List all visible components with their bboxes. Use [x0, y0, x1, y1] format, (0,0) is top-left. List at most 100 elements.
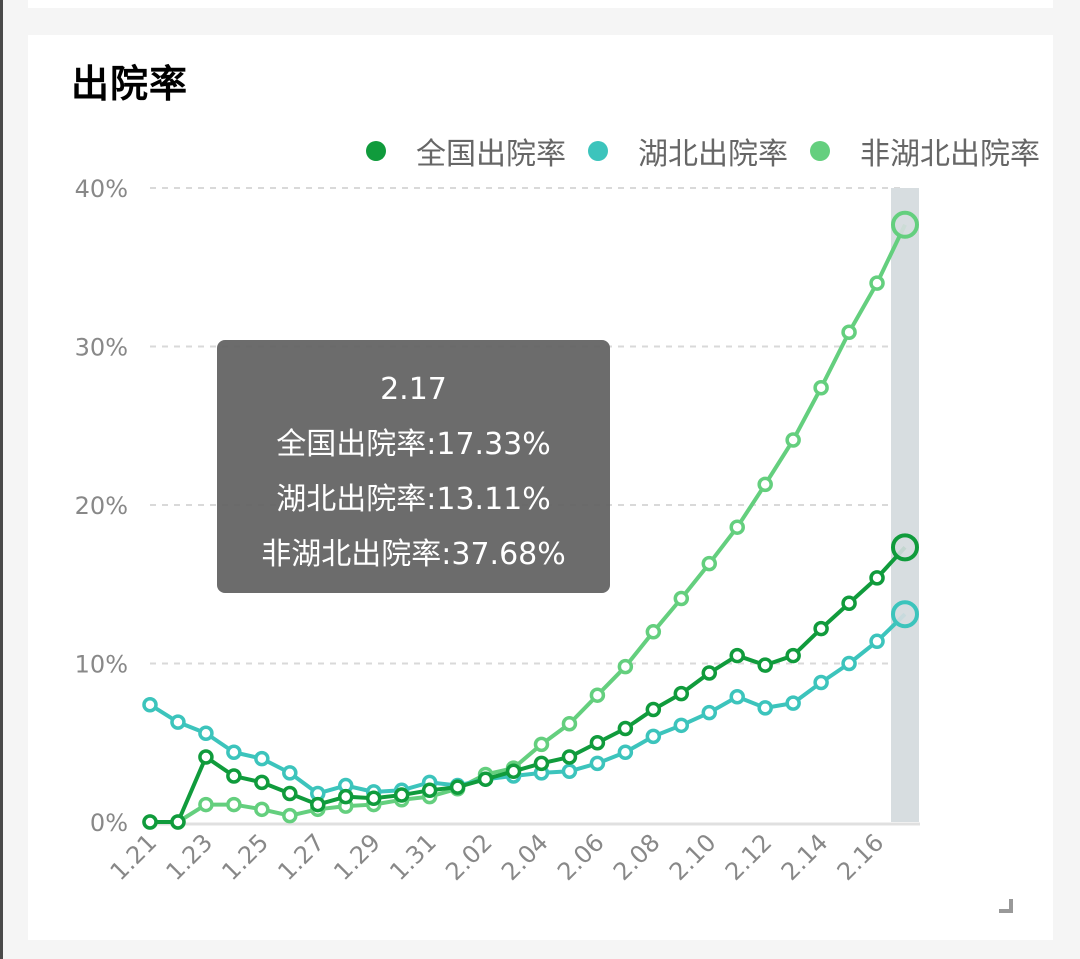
data-point[interactable] [226, 796, 242, 813]
x-tick-label: 2.16 [832, 828, 890, 886]
data-point[interactable] [282, 765, 298, 781]
x-tick-label: 1.23 [161, 828, 219, 886]
data-point[interactable] [170, 814, 186, 830]
data-point[interactable] [589, 755, 606, 772]
data-point[interactable] [477, 771, 494, 787]
data-point[interactable] [813, 674, 829, 691]
data-point[interactable] [533, 736, 550, 753]
data-point[interactable] [729, 689, 745, 705]
resize-corner-icon[interactable] [999, 899, 1013, 913]
data-point[interactable] [785, 647, 801, 664]
data-point[interactable] [142, 696, 158, 713]
data-point[interactable] [757, 657, 773, 673]
legend-label: 湖北出院率 [638, 137, 788, 172]
x-tick-label: 2.14 [776, 828, 834, 886]
tooltip-hubei: 湖北出院率:13.11% [276, 482, 551, 517]
data-point[interactable] [729, 647, 745, 664]
data-point[interactable] [533, 755, 550, 772]
chart-tooltip: 2.17 全国出院率:17.33% 湖北出院率:13.11% 非湖北出院率:37… [217, 340, 610, 593]
data-point[interactable] [841, 324, 857, 340]
data-point[interactable] [505, 763, 522, 780]
data-point[interactable] [757, 476, 773, 493]
y-tick-label: 40% [75, 175, 128, 203]
data-point[interactable] [785, 695, 801, 711]
data-point[interactable] [561, 749, 578, 765]
data-point[interactable] [254, 774, 270, 791]
data-point[interactable] [393, 787, 410, 803]
data-point[interactable] [254, 801, 270, 818]
legend-item-national[interactable]: 全国出院率 [366, 129, 566, 173]
data-point[interactable] [729, 519, 745, 535]
data-point[interactable] [198, 796, 214, 813]
x-tick-label: 2.08 [608, 828, 666, 886]
data-point[interactable] [841, 655, 857, 672]
x-tick-label: 1.31 [384, 828, 442, 886]
tooltip-date: 2.17 [380, 372, 447, 407]
data-point[interactable] [282, 807, 298, 824]
x-tick-label: 1.21 [105, 828, 163, 886]
data-point[interactable] [891, 600, 919, 629]
chart-legend: 全国出院率 湖北出院率 非湖北出院率 [344, 129, 1040, 173]
data-point[interactable] [226, 768, 242, 784]
data-point[interactable] [561, 715, 578, 732]
data-point[interactable] [891, 210, 919, 239]
highlight-band [891, 188, 919, 822]
tooltip-non-hubei: 非湖北出院率:37.68% [261, 537, 566, 572]
data-point[interactable] [421, 782, 438, 799]
tooltip-national: 全国出院率:17.33% [276, 427, 551, 462]
y-axis-labels: 0% 10% 20% 30% 40% [75, 175, 128, 837]
series-lines [142, 210, 919, 830]
data-point[interactable] [337, 788, 354, 805]
data-point[interactable] [869, 570, 885, 586]
data-point[interactable] [785, 432, 801, 448]
data-point[interactable] [701, 704, 718, 721]
data-point[interactable] [701, 665, 718, 681]
data-point[interactable] [813, 379, 829, 396]
legend-dot-icon [588, 141, 608, 161]
data-point[interactable] [617, 658, 634, 675]
data-point[interactable] [449, 779, 466, 795]
x-tick-label: 2.06 [552, 828, 610, 886]
data-point[interactable] [198, 725, 214, 741]
data-point[interactable] [142, 814, 158, 830]
data-point[interactable] [645, 624, 662, 640]
data-point[interactable] [310, 796, 326, 813]
legend-dot-icon [366, 141, 386, 161]
data-point[interactable] [645, 728, 662, 745]
data-point[interactable] [561, 763, 578, 780]
data-point[interactable] [813, 620, 829, 637]
data-point[interactable] [617, 744, 634, 761]
data-point[interactable] [869, 633, 885, 650]
data-point[interactable] [673, 685, 690, 702]
x-tick-label: 2.10 [664, 828, 722, 886]
data-point[interactable] [701, 555, 718, 572]
data-point[interactable] [673, 590, 690, 607]
data-point[interactable] [617, 720, 634, 737]
data-point[interactable] [282, 785, 298, 802]
y-tick-label: 0% [90, 809, 128, 837]
data-point[interactable] [365, 790, 382, 806]
data-point[interactable] [891, 533, 919, 562]
legend-item-non-hubei[interactable]: 非湖北出院率 [810, 129, 1040, 173]
legend-item-hubei[interactable]: 湖北出院率 [588, 129, 788, 173]
legend-label: 非湖北出院率 [860, 137, 1040, 172]
legend-dot-icon [810, 141, 830, 161]
data-point[interactable] [673, 717, 690, 734]
data-point[interactable] [170, 714, 186, 730]
x-tick-label: 2.04 [496, 828, 554, 886]
data-point[interactable] [645, 701, 662, 718]
previous-card [28, 0, 1053, 8]
data-point[interactable] [757, 700, 773, 716]
data-point[interactable] [589, 687, 606, 703]
card-title: 出院率 [71, 62, 189, 106]
data-point[interactable] [841, 595, 857, 612]
data-point[interactable] [869, 275, 885, 291]
data-point[interactable] [589, 735, 606, 751]
data-point[interactable] [198, 749, 214, 765]
data-point[interactable] [254, 750, 270, 767]
data-point[interactable] [226, 744, 242, 761]
x-tick-label: 1.29 [328, 828, 386, 886]
x-tick-label: 1.27 [272, 828, 330, 886]
y-tick-label: 10% [75, 651, 128, 679]
window-edge [0, 0, 3, 959]
